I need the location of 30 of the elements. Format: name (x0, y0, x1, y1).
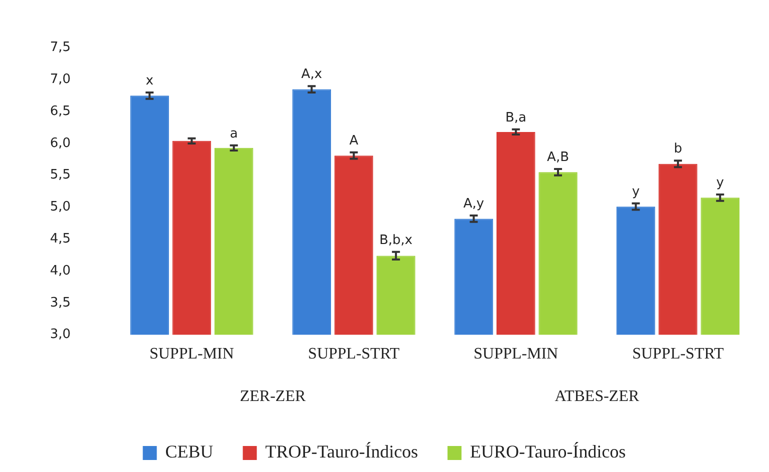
y-tick-label: 7,5 (50, 40, 71, 56)
data-label: x (146, 73, 154, 88)
data-label: b (674, 142, 682, 157)
text: ATBES-ZER (554, 388, 640, 406)
data-label: B,a (505, 110, 526, 126)
data-label: B,b,x (379, 232, 413, 248)
text: ZER-ZER (240, 388, 306, 406)
legend-label: TROP-Tauro-Índicos (265, 442, 418, 462)
data-label: A,y (463, 196, 484, 212)
data-label: A,B (547, 150, 569, 165)
x-tick-label: SUPPL-STRT (308, 346, 400, 363)
y-tick-label: 6,0 (50, 136, 71, 151)
x-tick-label: SUPPL-STRT (632, 346, 724, 363)
y-tick-label: 3,5 (50, 295, 71, 310)
legend-label: EURO-Tauro-Índicos (470, 442, 626, 462)
y-tick-label: 7,0 (50, 72, 71, 88)
y-tick-label: 4,5 (50, 232, 71, 247)
data-label: y (632, 184, 640, 200)
data-label: a (230, 126, 238, 142)
data-label: A (349, 133, 358, 148)
y-tick-label: 5,5 (50, 168, 71, 183)
y-tick-label: 5,0 (50, 200, 71, 215)
legend-label: CEBU (165, 442, 214, 462)
y-tick-label: 4,0 (50, 263, 71, 278)
y-tick-label: 6,5 (50, 104, 71, 119)
x-tick-label: SUPPL-MIN (474, 346, 559, 363)
data-label: A,x (301, 66, 322, 82)
x-tick-label: SUPPL-MIN (149, 346, 234, 363)
y-tick-label: 3,0 (50, 327, 71, 342)
data-label: y (716, 175, 724, 190)
